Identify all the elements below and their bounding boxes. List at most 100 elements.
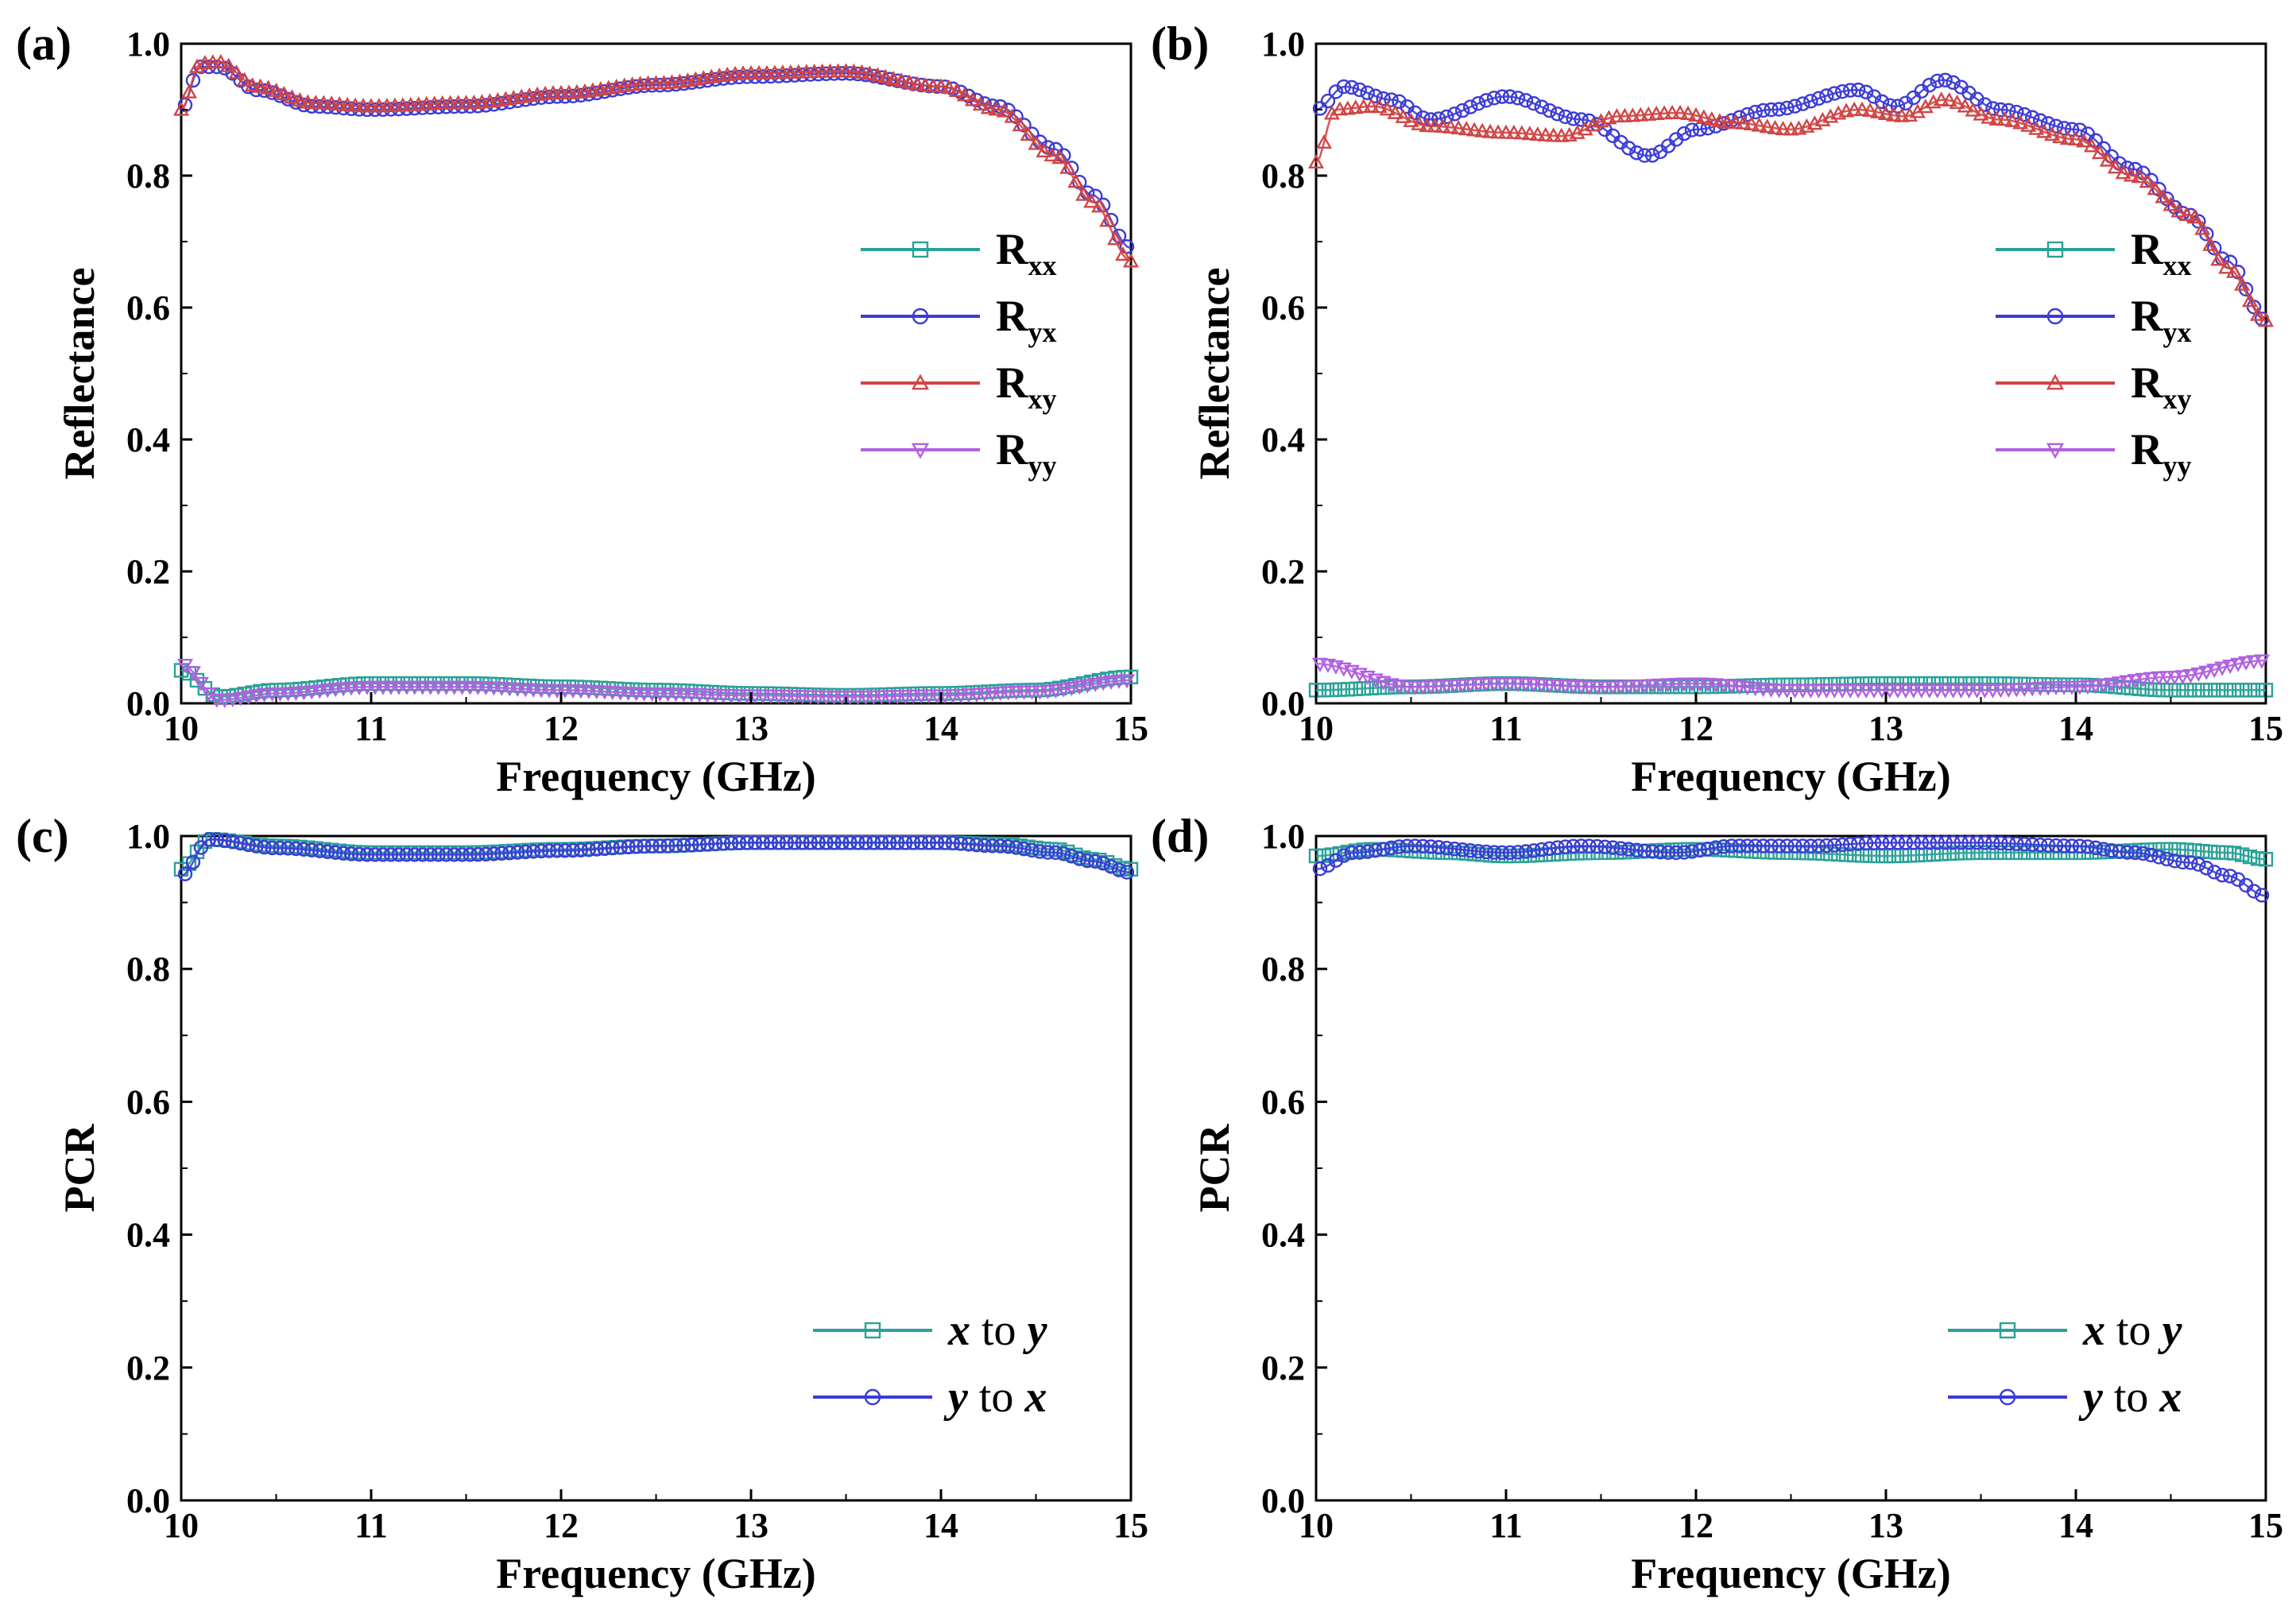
data-point	[668, 838, 683, 854]
data-point	[2250, 851, 2266, 866]
data-point	[929, 835, 945, 850]
data-point	[1419, 118, 1435, 133]
data-point	[2179, 683, 2194, 698]
data-point	[1605, 840, 1620, 855]
legend: Rxx Ryx Rxy Ryy	[1996, 225, 2191, 482]
data-point	[2091, 145, 2108, 160]
data-point	[1898, 835, 1914, 850]
data-point	[1989, 845, 2004, 861]
data-point	[1395, 108, 1411, 123]
data-point	[2210, 251, 2227, 266]
legend-label: y to x	[943, 1372, 1047, 1422]
y-tick-label: 0.0	[126, 1481, 170, 1520]
data-point	[1308, 848, 1324, 864]
data-point	[1502, 89, 1518, 104]
data-point	[921, 835, 937, 850]
data-point	[273, 840, 288, 856]
data-point	[1320, 857, 1336, 873]
x-tick-label: 12	[1678, 1506, 1713, 1545]
data-point	[2143, 672, 2159, 687]
data-point	[407, 847, 422, 862]
data-point	[596, 685, 613, 700]
data-point	[196, 55, 213, 70]
data-point	[1557, 679, 1574, 695]
data-point	[1534, 99, 1550, 114]
legend-marker	[1999, 1322, 2016, 1339]
data-point	[2036, 845, 2052, 861]
data-point	[2052, 129, 2069, 144]
data-point	[225, 834, 240, 850]
data-point	[1431, 679, 1447, 695]
data-point	[1779, 683, 1795, 699]
data-point	[1802, 683, 1819, 699]
data-point	[2001, 103, 2016, 118]
data-point	[1779, 838, 1795, 854]
data-point	[533, 683, 550, 699]
data-point	[2170, 203, 2187, 218]
data-point	[1803, 838, 1818, 854]
data-point	[1795, 683, 1811, 699]
data-point	[660, 687, 676, 703]
data-point	[1854, 101, 1871, 116]
data-point	[1938, 72, 1953, 88]
data-point	[1930, 835, 1945, 850]
x-tick-label: 13	[734, 709, 769, 748]
data-point	[972, 96, 989, 111]
data-point	[2191, 857, 2206, 872]
data-point	[652, 838, 668, 854]
data-point	[510, 845, 525, 860]
data-point	[1364, 680, 1379, 696]
data-point	[501, 682, 518, 697]
data-point	[184, 666, 201, 681]
data-point	[1873, 683, 1891, 699]
data-point	[2067, 130, 2085, 145]
data-point	[2151, 850, 2166, 865]
data-point	[2111, 676, 2128, 691]
data-point	[1384, 92, 1399, 107]
data-point	[1616, 107, 1633, 122]
data-point	[1020, 126, 1036, 141]
data-point	[572, 684, 589, 699]
data-point	[394, 97, 411, 112]
data-point	[2203, 844, 2218, 860]
data-point	[2009, 104, 2024, 120]
data-point	[2222, 869, 2238, 884]
data-point	[628, 687, 645, 702]
data-point	[1392, 839, 1407, 854]
data-point	[2087, 679, 2104, 695]
legend-item: Ryy	[861, 425, 1056, 482]
data-point	[581, 842, 597, 857]
data-point	[1732, 838, 1747, 854]
y-tick-label: 1.0	[1261, 25, 1305, 64]
data-point	[1941, 91, 1957, 107]
data-point	[1870, 103, 1887, 118]
x-tick-label: 11	[1489, 709, 1523, 748]
x-tick-label: 12	[544, 709, 579, 748]
data-point	[2203, 683, 2218, 698]
data-point	[224, 693, 241, 708]
data-point	[1486, 845, 1502, 860]
data-point	[1067, 173, 1084, 188]
y-tick-label: 1.0	[126, 25, 170, 64]
data-point	[1040, 845, 1055, 860]
data-point	[1352, 82, 1367, 98]
data-point	[692, 837, 707, 852]
data-point	[1458, 121, 1475, 136]
data-point	[455, 847, 470, 862]
data-point	[244, 77, 261, 92]
data-point	[2230, 657, 2247, 672]
legend-label: Rxy	[996, 358, 1056, 415]
data-point	[2219, 845, 2234, 861]
panel-c: 10 11 12 13 14 15 0.0 0.2 0.4 0.6 0.8 1.0 Frequency …	[16, 810, 1148, 1597]
data-point	[192, 676, 209, 691]
data-point	[1518, 844, 1534, 859]
data-point	[1376, 91, 1391, 106]
data-point	[193, 840, 209, 855]
data-point	[378, 98, 395, 113]
y-tick-label: 0.0	[1261, 684, 1305, 723]
data-point	[1415, 838, 1431, 854]
data-point	[1348, 681, 1363, 697]
data-point	[351, 681, 368, 696]
data-point	[913, 689, 930, 704]
data-point	[1542, 841, 1557, 857]
